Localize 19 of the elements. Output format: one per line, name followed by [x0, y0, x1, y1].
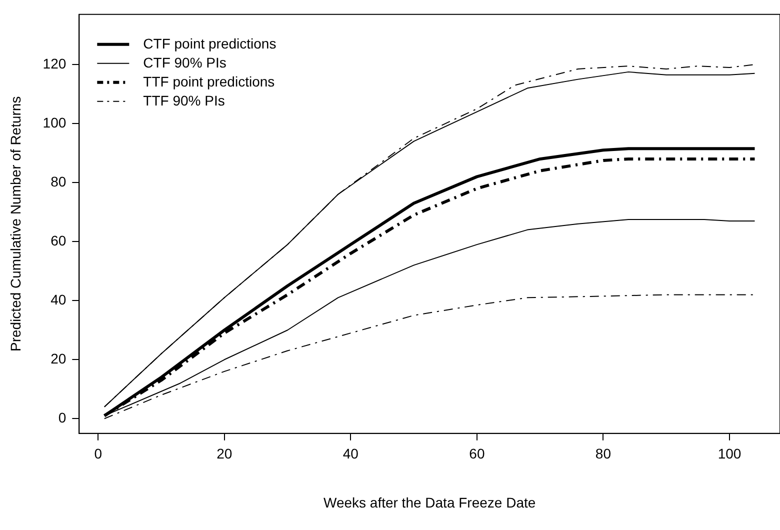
x-tick-label: 20: [216, 446, 232, 462]
y-axis-title: Predicted Cumulative Number of Returns: [7, 96, 24, 352]
legend-label: CTF 90% PIs: [143, 54, 226, 70]
y-tick-label: 80: [50, 173, 66, 190]
x-axis-title: Weeks after the Data Freeze Date: [323, 494, 536, 510]
legend-label: TTF 90% PIs: [143, 92, 225, 108]
y-tick-label: 60: [50, 232, 66, 248]
x-tick-label: 0: [94, 446, 102, 462]
y-tick-label: 20: [50, 350, 66, 366]
x-tick-label: 40: [342, 446, 359, 462]
y-tick-label: 120: [42, 55, 66, 72]
x-tick-label: 60: [469, 446, 485, 462]
x-tick-label: 100: [718, 446, 742, 462]
x-tick-label: 80: [595, 446, 612, 462]
legend-label: CTF point predictions: [143, 35, 276, 52]
legend-label: TTF point predictions: [143, 73, 275, 90]
y-tick-label: 100: [42, 114, 66, 130]
y-tick-label: 40: [50, 291, 66, 308]
y-tick-label: 0: [58, 410, 66, 426]
